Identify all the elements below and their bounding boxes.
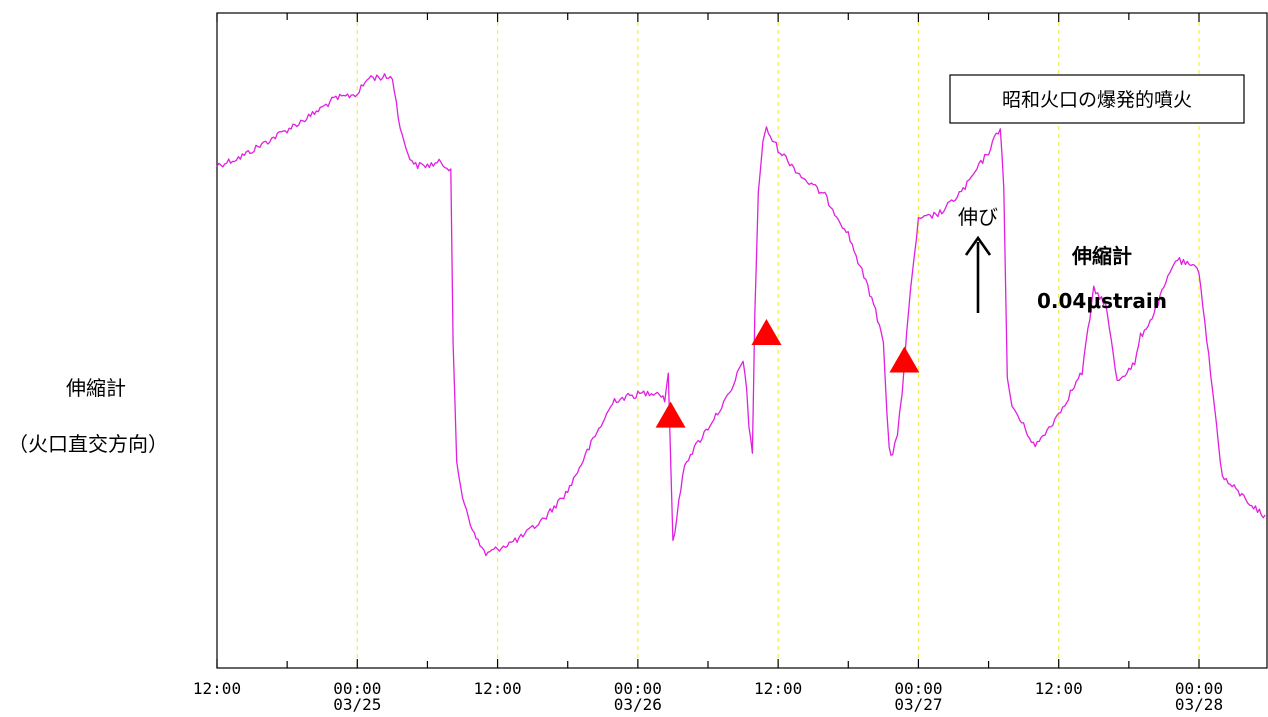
plot-frame bbox=[216, 12, 1268, 669]
tick-label-time-1: 00:00 bbox=[333, 679, 381, 698]
tick-label-time-5: 00:00 bbox=[894, 679, 942, 698]
tick-label-time-2: 12:00 bbox=[473, 679, 521, 698]
direction-label: 伸び bbox=[958, 205, 998, 229]
ylabel-line-2: （火口直交方向） bbox=[8, 432, 168, 456]
tick-label-date-3: 03/26 bbox=[614, 695, 662, 714]
scale-arrow-head bbox=[964, 235, 992, 256]
series-layer bbox=[216, 73, 1266, 557]
tick-label-date-7: 03/28 bbox=[1175, 695, 1223, 714]
tick-label-date-5: 03/27 bbox=[894, 695, 942, 714]
instrument-label: 伸縮計 bbox=[1071, 244, 1132, 268]
tick-label-time-6: 12:00 bbox=[1035, 679, 1083, 698]
marker-layer bbox=[655, 318, 920, 428]
grid-layer bbox=[356, 14, 1200, 667]
tick-label-time-3: 00:00 bbox=[614, 679, 662, 698]
tick-label-date-1: 03/25 bbox=[333, 695, 381, 714]
scale-annotation: 伸び 伸縮計 0.04μstrain bbox=[958, 205, 1167, 313]
legend-box bbox=[949, 74, 1245, 124]
eruption-marker-2 bbox=[889, 346, 920, 373]
eruption-marker-0 bbox=[655, 401, 686, 428]
tick-label-time-4: 12:00 bbox=[754, 679, 802, 698]
series-line-0 bbox=[216, 73, 1266, 557]
scale-value-label: 0.04μstrain bbox=[1037, 289, 1167, 313]
tick-label-time-7: 00:00 bbox=[1175, 679, 1223, 698]
legend-text: 昭和火口の爆発的噴火 bbox=[1002, 89, 1192, 111]
tick-label-time-0: 12:00 bbox=[193, 679, 241, 698]
eruption-marker-1 bbox=[751, 318, 782, 345]
legend: 昭和火口の爆発的噴火 bbox=[949, 74, 1245, 124]
ylabel-line-1: 伸縮計 bbox=[66, 376, 126, 400]
